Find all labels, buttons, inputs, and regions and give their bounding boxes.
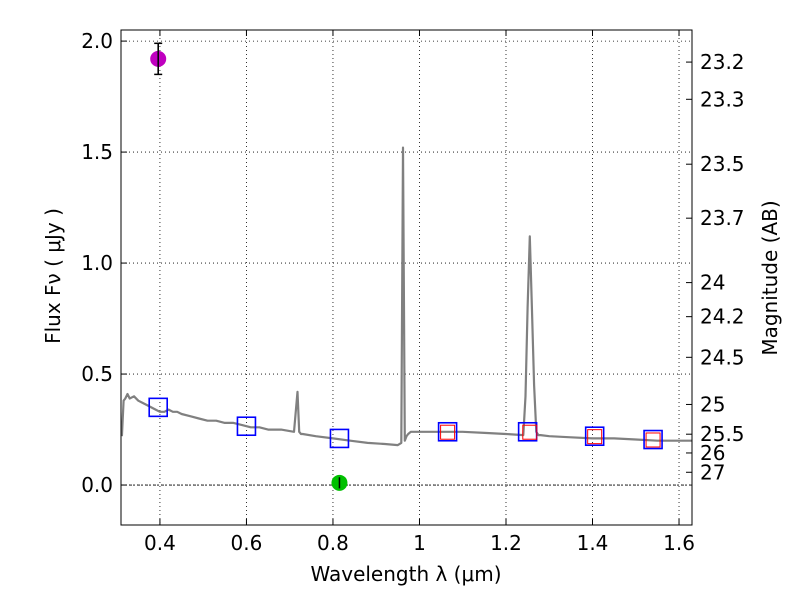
y-axis-label: Flux Fν ( μJy ) <box>41 208 65 344</box>
plot-frame <box>120 29 693 526</box>
magnitude-axis-label: Magnitude (AB) <box>758 200 782 355</box>
y-tick-label: 0.5 <box>81 362 113 386</box>
y-tick-label: 2.0 <box>81 29 113 53</box>
magnitude-tick-label: 23.3 <box>700 87 745 111</box>
series-layer <box>120 42 692 491</box>
magnitude-tick-label: 26 <box>700 441 725 465</box>
photometry-box <box>148 397 169 418</box>
magnitude-tick-label: 24.5 <box>700 345 745 369</box>
model-photometry-box <box>522 424 538 440</box>
photometry-box <box>437 421 458 442</box>
photometry-box <box>643 429 663 450</box>
spectrum-line <box>120 146 692 447</box>
x-tick-label: 1 <box>413 531 426 555</box>
photometry-box <box>329 428 350 449</box>
x-tick-label: 0.6 <box>231 531 263 555</box>
x-tick-label: 1.4 <box>577 531 609 555</box>
magnitude-tick-label: 27 <box>700 460 725 484</box>
y-tick-label: 0.0 <box>81 473 113 497</box>
y-tick-label: 1.0 <box>81 251 113 275</box>
model-photometry-box <box>440 424 456 440</box>
model-photometry-box <box>587 429 603 445</box>
x-axis-label: Wavelength λ (μm) <box>310 562 501 586</box>
y-tick-label: 1.5 <box>81 140 113 164</box>
magnitude-tick-label: 24.2 <box>700 305 745 329</box>
x-tick-label: 0.8 <box>317 531 349 555</box>
magnitude-tick-label: 23.7 <box>700 206 745 230</box>
magnitude-tick-label: 23.5 <box>700 152 745 176</box>
photometry-box <box>584 426 605 447</box>
ticks: 0.4 0.6 0.8 1 1.2 1.4 1.6 0.0 0.5 1.0 1.5 2.0 23.2 23… <box>81 29 744 555</box>
x-tick-label: 1.6 <box>663 531 695 555</box>
magnitude-tick-label: 24 <box>700 271 725 295</box>
x-tick-label: 0.4 <box>144 531 176 555</box>
magnitude-tick-label: 25 <box>700 392 725 416</box>
magnitude-tick-label: 23.2 <box>700 50 745 74</box>
x-tick-label: 1.2 <box>490 531 522 555</box>
model-photometry-box <box>645 432 661 448</box>
grid <box>121 30 692 525</box>
photometry-box <box>236 416 257 437</box>
magnitude-tick-label: 25.5 <box>700 422 745 446</box>
